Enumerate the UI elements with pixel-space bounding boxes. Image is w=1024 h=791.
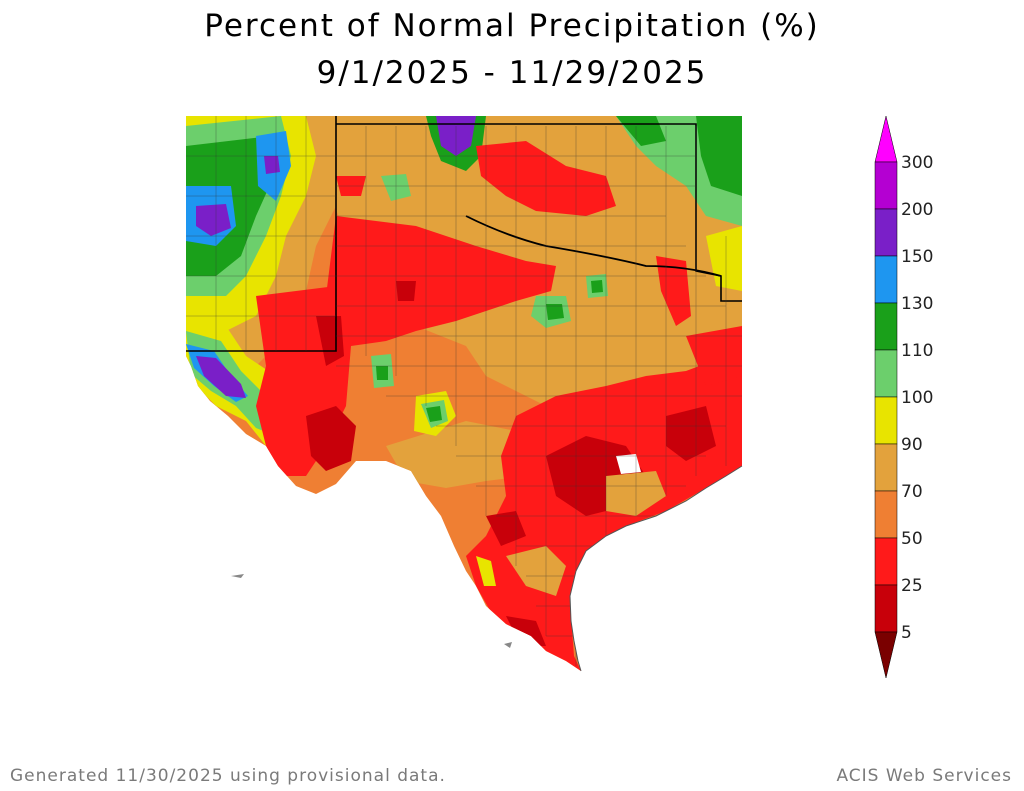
legend-label: 90 <box>901 435 923 455</box>
generated-note: Generated 11/30/2025 using provisional d… <box>10 766 446 786</box>
legend-label: 70 <box>901 482 923 502</box>
date-range: 9/1/2025 - 11/29/2025 <box>316 55 708 91</box>
legend-swatch <box>874 396 898 445</box>
map-title: Percent of Normal Precipitation (%) <box>204 8 820 44</box>
legend-label: 130 <box>901 294 933 314</box>
legend-label: 300 <box>901 153 933 173</box>
legend-swatch <box>874 208 898 257</box>
offshore-island <box>504 642 512 648</box>
legend-arrow-bottom <box>874 631 898 679</box>
county-lines <box>186 116 742 666</box>
credit: ACIS Web Services <box>836 766 1012 786</box>
legend-swatch <box>874 349 898 398</box>
legend-swatch <box>874 537 898 586</box>
legend-swatch <box>874 584 898 633</box>
legend-swatch <box>874 490 898 539</box>
legend-swatch <box>874 302 898 351</box>
legend-label: 50 <box>901 529 923 549</box>
precipitation-map <box>186 116 743 672</box>
legend-label: 100 <box>901 388 933 408</box>
legend-label: 150 <box>901 247 933 267</box>
legend-arrow-top <box>874 115 898 163</box>
legend-label: 200 <box>901 200 933 220</box>
legend-swatch <box>874 443 898 492</box>
legend-swatch <box>874 255 898 304</box>
legend-label: 110 <box>901 341 933 361</box>
state-boundaries <box>186 116 742 352</box>
offshore-island <box>231 574 244 578</box>
legend-label: 5 <box>901 623 912 643</box>
coastline <box>569 465 743 672</box>
legend-label: 25 <box>901 576 923 596</box>
legend: 300 200 150 130 110 100 90 70 50 25 5 <box>874 115 933 679</box>
legend-swatch <box>874 161 898 210</box>
